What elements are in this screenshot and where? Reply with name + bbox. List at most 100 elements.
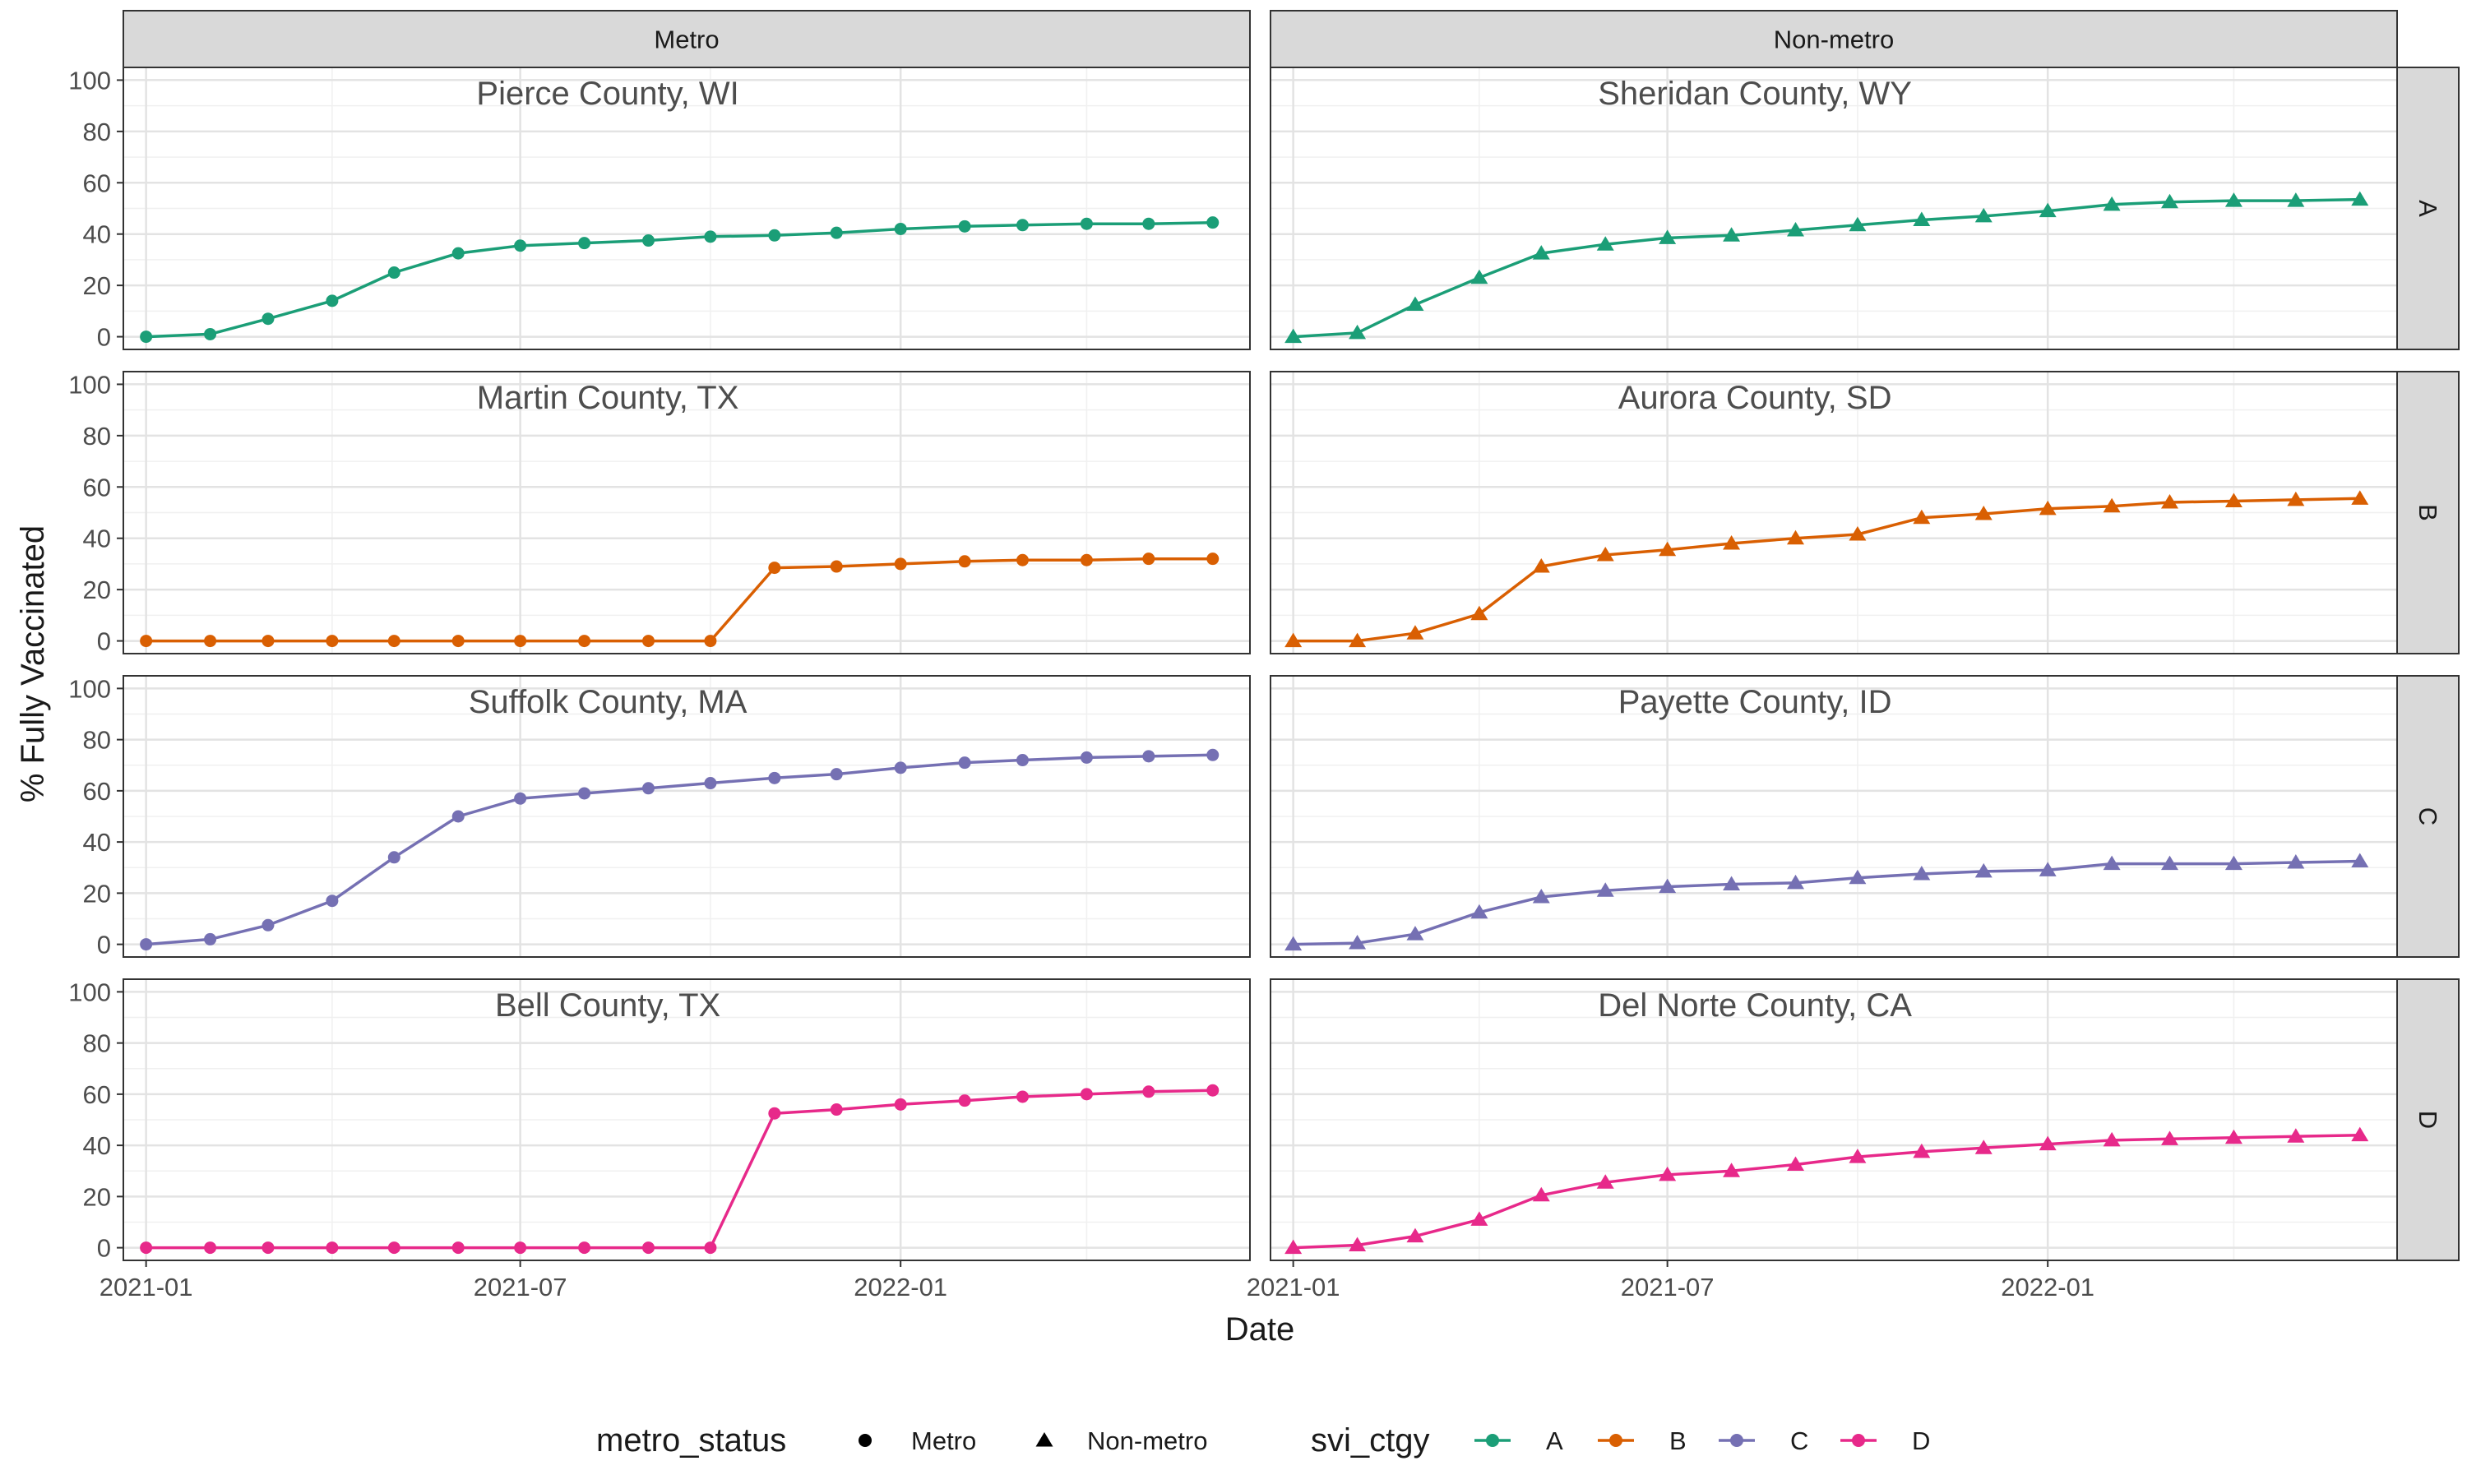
series-line — [1293, 497, 2360, 643]
data-point — [326, 294, 339, 307]
data-point — [578, 635, 591, 648]
data-point — [1596, 882, 1614, 897]
data-point — [514, 792, 527, 805]
data-point — [1349, 935, 1367, 950]
y-tick-label: 100 — [68, 370, 111, 399]
data-point — [1470, 904, 1488, 919]
panel-non-metro-b: Aurora County, SD — [1270, 371, 2398, 654]
data-point — [1406, 296, 1424, 312]
data-point — [2287, 192, 2305, 207]
data-point — [1016, 754, 1029, 767]
data-point — [1206, 1084, 1220, 1097]
data-point — [140, 938, 153, 951]
row-strip-label: C — [2414, 807, 2442, 825]
legend-key — [1852, 1434, 1865, 1447]
data-point — [1596, 1174, 1614, 1189]
data-point — [1786, 529, 1804, 545]
data-point — [1786, 1156, 1804, 1171]
data-point — [1406, 625, 1424, 640]
data-point — [1974, 862, 1993, 878]
legend-key — [1035, 1432, 1053, 1447]
data-point — [958, 756, 971, 770]
y-tick-label: 20 — [83, 271, 111, 300]
data-point — [894, 761, 907, 774]
data-point — [514, 1241, 527, 1255]
data-point — [704, 635, 717, 648]
data-point — [641, 782, 655, 795]
data-point — [451, 635, 465, 648]
data-point — [2287, 491, 2305, 506]
data-point — [1016, 219, 1029, 232]
data-point — [1596, 236, 1614, 251]
data-point — [2039, 862, 2057, 876]
data-point — [1206, 552, 1220, 566]
data-point — [1470, 1211, 1488, 1226]
data-point — [1406, 926, 1424, 941]
data-point — [958, 555, 971, 568]
data-point — [1532, 245, 1550, 260]
data-point — [2224, 855, 2243, 871]
data-point — [2287, 854, 2305, 869]
data-point — [1016, 1090, 1029, 1103]
row-strip — [2396, 371, 2460, 654]
panel-border — [1270, 371, 2398, 654]
y-tick-label: 0 — [97, 1234, 111, 1263]
data-point — [1659, 541, 1677, 557]
legend-label: Non-metro — [1087, 1426, 1207, 1455]
data-point — [1532, 1186, 1550, 1202]
data-point — [768, 562, 781, 575]
series-line — [1293, 1133, 2360, 1250]
data-point — [262, 312, 275, 326]
data-point — [1284, 1239, 1303, 1255]
data-point — [1723, 876, 1741, 890]
data-point — [2103, 1131, 2121, 1147]
data-point — [2351, 191, 2369, 206]
data-point — [2224, 492, 2243, 507]
data-point — [958, 220, 971, 233]
y-tick-label: 40 — [83, 220, 111, 249]
data-point — [204, 635, 217, 648]
data-point — [204, 932, 217, 945]
data-point — [1284, 632, 1303, 648]
data-point — [1142, 750, 1155, 763]
data-point — [2351, 853, 2369, 867]
data-point — [2103, 855, 2121, 871]
panel-annotation: Bell County, TX — [495, 987, 720, 1024]
data-point — [2351, 1126, 2369, 1142]
data-point — [451, 810, 465, 823]
data-point — [2039, 500, 2057, 515]
data-point — [514, 239, 527, 252]
legend-title: svi_ctgy — [1311, 1422, 1430, 1459]
column-strip — [1270, 10, 2398, 68]
panel-border — [123, 371, 1251, 654]
panel-metro-d: Bell County, TX — [123, 978, 1251, 1261]
y-tick-label: 40 — [83, 828, 111, 857]
data-point — [1470, 605, 1488, 621]
row-strip-label: D — [2414, 1111, 2442, 1129]
data-point — [704, 777, 717, 790]
data-point — [2160, 855, 2178, 871]
row-strip-label: B — [2414, 504, 2442, 521]
data-point — [1349, 632, 1367, 648]
data-point — [262, 1241, 275, 1255]
data-point — [830, 768, 843, 781]
column-strip-label: Non-metro — [1774, 25, 1894, 54]
y-tick-label: 40 — [83, 525, 111, 553]
data-point — [326, 635, 339, 648]
data-point — [451, 247, 465, 260]
data-point — [1723, 227, 1741, 242]
series-line — [146, 1089, 1213, 1250]
legend-label: D — [1912, 1426, 1930, 1455]
data-point — [1786, 874, 1804, 890]
y-tick-label: 100 — [68, 66, 111, 95]
data-point — [387, 1241, 400, 1255]
data-point — [1849, 1149, 1867, 1163]
data-point — [768, 229, 781, 242]
column-strip — [123, 10, 1251, 68]
row-strip — [2396, 675, 2460, 958]
y-tick-label: 80 — [83, 1029, 111, 1058]
data-point — [578, 237, 591, 250]
x-tick-label: 2022-01 — [854, 1273, 947, 1301]
legend-label: Metro — [911, 1426, 976, 1455]
data-point — [387, 635, 400, 648]
